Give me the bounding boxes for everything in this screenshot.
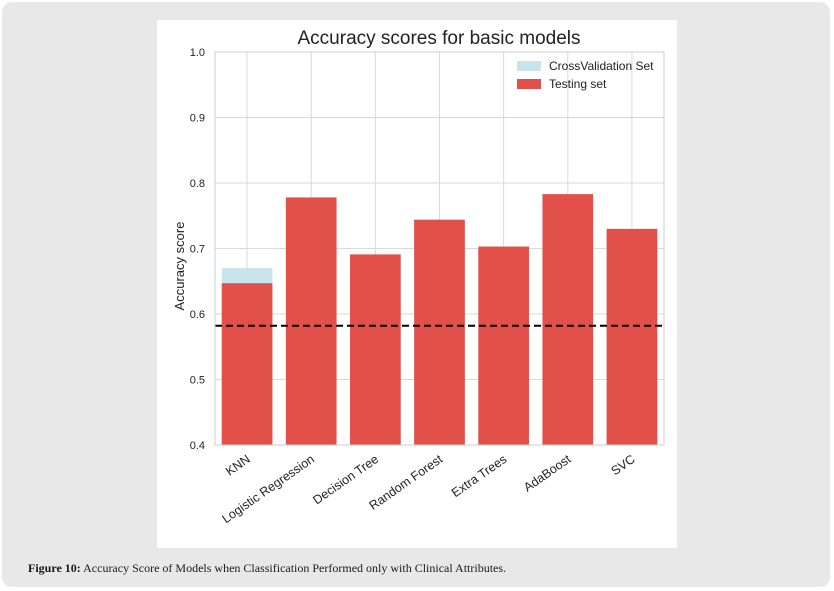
x-tick-label: Extra Trees [449,452,509,500]
accuracy-bar-chart: Accuracy scores for basic models Accurac… [172,28,665,526]
x-tick-label: KNN [223,452,253,479]
testing-bar [542,194,594,445]
legend-label: Testing set [549,77,607,91]
legend: CrossValidation Set Testing set [517,59,654,91]
legend-swatch [517,79,541,89]
y-axis-label: Accuracy score [172,222,187,311]
caption-label: Figure 10: [28,561,81,575]
figure-caption: Figure 10: Accuracy Score of Models when… [28,561,808,576]
testing-bar [478,246,529,445]
x-tick-label: AdaBoost [521,452,574,495]
testing-bar [350,254,401,445]
legend-swatch [517,61,541,71]
caption-text: Accuracy Score of Models when Classifica… [80,561,507,575]
testing-bar [221,283,273,445]
bars [221,194,658,445]
y-tick-label: 0.9 [190,113,205,125]
y-tick-label: 1.0 [190,47,205,59]
y-tick-label: 0.6 [190,309,205,321]
chart-title: Accuracy scores for basic models [298,28,581,49]
testing-bar [285,197,337,445]
y-tick-label: 0.4 [190,440,205,452]
plot-frame [214,51,665,446]
x-tick-label: SVC [609,452,638,478]
y-tick-label: 0.5 [190,375,205,387]
y-tick-label: 0.8 [190,178,205,190]
chart-figure: Accuracy scores for basic models Accurac… [157,20,677,548]
y-tick-label: 0.7 [190,244,205,256]
testing-bar [414,219,465,445]
testing-bar [606,228,658,445]
legend-label: CrossValidation Set [549,59,654,73]
